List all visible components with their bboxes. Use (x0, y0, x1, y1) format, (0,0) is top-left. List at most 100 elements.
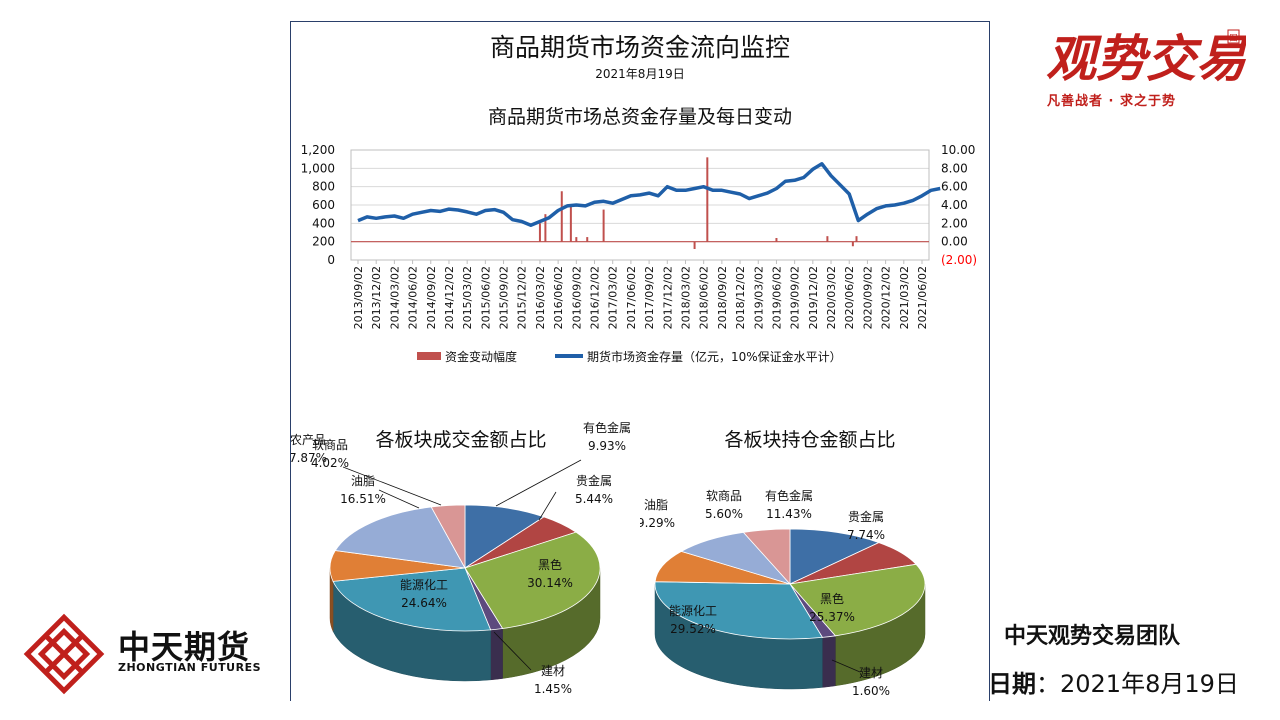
y-left-tick-label: 800 (312, 180, 335, 194)
brand-slogan: 凡善战者 · 求之于势 (1047, 94, 1176, 109)
x-tick-label: 2018/12/02 (734, 266, 747, 329)
pie-slice-label: 建材 (859, 666, 883, 680)
x-tick-label: 2013/12/02 (370, 266, 383, 329)
change-bar (575, 237, 578, 242)
pie-slice-value: 16.51% (340, 492, 386, 506)
change-bar (855, 236, 858, 242)
pie-leader-line (378, 489, 420, 509)
pie-slice-value: 11.43% (766, 507, 812, 521)
chart-grid (350, 149, 930, 261)
x-tick-label: 2013/09/02 (352, 266, 365, 329)
change-bar (775, 238, 778, 242)
x-tick-label: 2019/06/02 (770, 266, 783, 329)
pie-slice (334, 506, 466, 569)
y-axis-right: (2.00) 0.00 2.00 4.00 6.00 8.00 10.00 (941, 143, 977, 267)
x-axis-ticks: 2013/09/02 2013/12/02 2014/03/02 2014/06/02… (352, 260, 929, 329)
x-tick-label: 2016/03/02 (534, 266, 547, 329)
company-name-en: ZHONGTIAN FUTURES (118, 661, 262, 674)
y-axis-left: 0 200 400 600 800 1,000 1,200 (301, 143, 335, 267)
brand-logo: 观势交易 图 (1046, 29, 1246, 88)
pie-chart-turnover: 各板块成交金额占比 有色金属 9.93% 贵金属 5.44% 黑色 30.14% 建材 1.45… (291, 420, 631, 696)
y-right-tick-label: 10.00 (941, 143, 975, 157)
company-name-cn: 中天期货 (118, 628, 251, 666)
x-tick-label: 2017/03/02 (607, 266, 620, 329)
pie-leader-line (342, 466, 442, 506)
pie-slice-value: 25.37% (809, 610, 855, 624)
company-logo-icon (23, 613, 105, 695)
pie-slice-label: 能源化工 (669, 604, 717, 618)
footer-date-sep: ： (1036, 670, 1060, 698)
capital-line (357, 162, 941, 227)
x-tick-label: 2015/12/02 (516, 266, 529, 329)
x-tick-label: 2017/06/02 (625, 266, 638, 329)
pie-slice-value: 1.45% (534, 682, 572, 696)
y-left-tick-label: 600 (312, 198, 335, 212)
pie-slice (464, 531, 601, 629)
pie-slice (742, 528, 791, 586)
x-tick-label: 2019/03/02 (752, 266, 765, 329)
pie-slice (654, 581, 824, 640)
change-bar (538, 223, 541, 242)
y-left-tick-label: 0 (327, 253, 335, 267)
change-bar (544, 214, 547, 242)
y-right-tick-label: 6.00 (941, 180, 968, 194)
y-left-tick-label: 1,000 (301, 161, 335, 175)
x-tick-label: 2020/12/02 (880, 266, 893, 329)
pie-slice-side (490, 628, 503, 681)
x-tick-label: 2021/06/02 (916, 266, 929, 329)
change-bar (560, 191, 563, 242)
change-bars (351, 157, 929, 249)
pie-slice-label: 能源化工 (400, 578, 448, 592)
pie-leader-line (831, 659, 861, 673)
pie-labels: 有色金属 9.93% 贵金属 5.44% 黑色 30.14% 建材 1.45% 能源化工 24.6… (291, 420, 631, 696)
x-tick-label: 2018/09/02 (716, 266, 729, 329)
change-bar (826, 236, 829, 242)
x-tick-label: 2015/09/02 (498, 266, 511, 329)
pie-slice-side (822, 635, 836, 688)
pie-slice-label: 黑色 (820, 592, 844, 606)
x-tick-label: 2017/12/02 (661, 266, 674, 329)
pie-slice-label: 黑色 (538, 558, 562, 572)
x-tick-label: 2019/12/02 (807, 266, 820, 329)
y-left-tick-label: 1,200 (301, 143, 335, 157)
change-bar (602, 209, 605, 242)
pie-slice-label: 软商品 (706, 488, 742, 503)
chart-panel: 商品期货市场资金流向监控 2021年8月19日 商品期货市场总资金存量及每日变动… (290, 21, 990, 701)
pie-slice-label: 贵金属 (848, 509, 884, 524)
pie-slice-label: 建材 (541, 664, 565, 678)
pie-slice-value: 5.44% (575, 492, 613, 506)
pie-sides (654, 583, 926, 690)
plot-area (350, 149, 930, 261)
pie-slice-label: 有色金属 (583, 420, 631, 435)
pie-slice-label: 有色金属 (765, 488, 813, 503)
pie-slice (654, 550, 791, 585)
x-tick-label: 2020/03/02 (825, 266, 838, 329)
pie-slice-value: 29.52% (670, 622, 716, 636)
x-tick-label: 2020/09/02 (861, 266, 874, 329)
pie-slice-value: 4.02% (311, 456, 349, 470)
chart-legend: 资金变动幅度 期货市场资金存量（亿元，10%保证金水平计） (417, 349, 842, 364)
pie-slice-value: 1.60% (852, 684, 890, 698)
pie-slice-label: 贵金属 (576, 473, 612, 488)
chart-title: 商品期货市场总资金存量及每日变动 (487, 106, 792, 128)
y-right-tick-label: 8.00 (941, 161, 968, 175)
pie-sides (329, 567, 601, 682)
pie-top (329, 504, 601, 632)
x-tick-label: 2015/06/02 (479, 266, 492, 329)
capital-series-line (357, 162, 941, 227)
pie-slice-label: 软商品 (312, 437, 348, 452)
pie-slice (789, 528, 880, 585)
y-left-tick-label: 400 (312, 216, 335, 230)
x-tick-label: 2016/06/02 (552, 266, 565, 329)
change-bar (706, 157, 709, 242)
x-tick-label: 2020/06/02 (843, 266, 856, 329)
pie-leader-line (493, 631, 532, 671)
pie-slice (464, 504, 545, 569)
footer-date: 日期：2021年8月19日 (988, 664, 1239, 699)
brand-logo-text: 观势交易 (1046, 30, 1246, 88)
pie-slice-value: 5.60% (705, 507, 743, 521)
x-tick-label: 2021/03/02 (898, 266, 911, 329)
y-right-tick-label: 4.00 (941, 198, 968, 212)
pie-title: 各板块持仓金额占比 (724, 429, 895, 451)
